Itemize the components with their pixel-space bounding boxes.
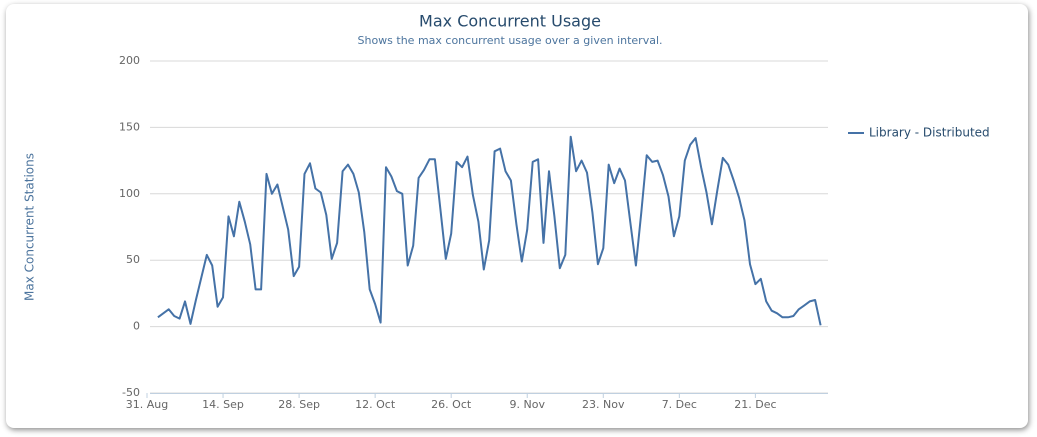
legend-label: Library - Distributed (869, 126, 990, 140)
y-tick-label: 200 (119, 54, 140, 67)
x-tick-label: 26. Oct (431, 398, 472, 411)
x-tick-label: 7. Dec (662, 398, 697, 411)
x-tick-label: 14. Sep (202, 398, 244, 411)
x-tick-label: 31. Aug (126, 398, 168, 411)
y-tick-label: 100 (119, 187, 140, 200)
y-axis-label: Max Concurrent Stations (23, 153, 37, 301)
y-tick-label: 150 (119, 120, 140, 133)
card (6, 4, 1028, 428)
x-tick-label: 9. Nov (510, 398, 546, 411)
x-tick-label: 12. Oct (355, 398, 396, 411)
chart-title: Max Concurrent Usage (419, 12, 601, 31)
y-tick-label: -50 (122, 386, 140, 399)
series-line (157, 135, 822, 326)
y-tick-label: 0 (133, 320, 140, 333)
chart-subtitle: Shows the max concurrent usage over a gi… (357, 34, 662, 47)
x-tick-label: 23. Nov (582, 398, 625, 411)
x-tick-label: 21. Dec (734, 398, 776, 411)
x-tick-label: 28. Sep (278, 398, 320, 411)
y-tick-label: 50 (126, 253, 140, 266)
